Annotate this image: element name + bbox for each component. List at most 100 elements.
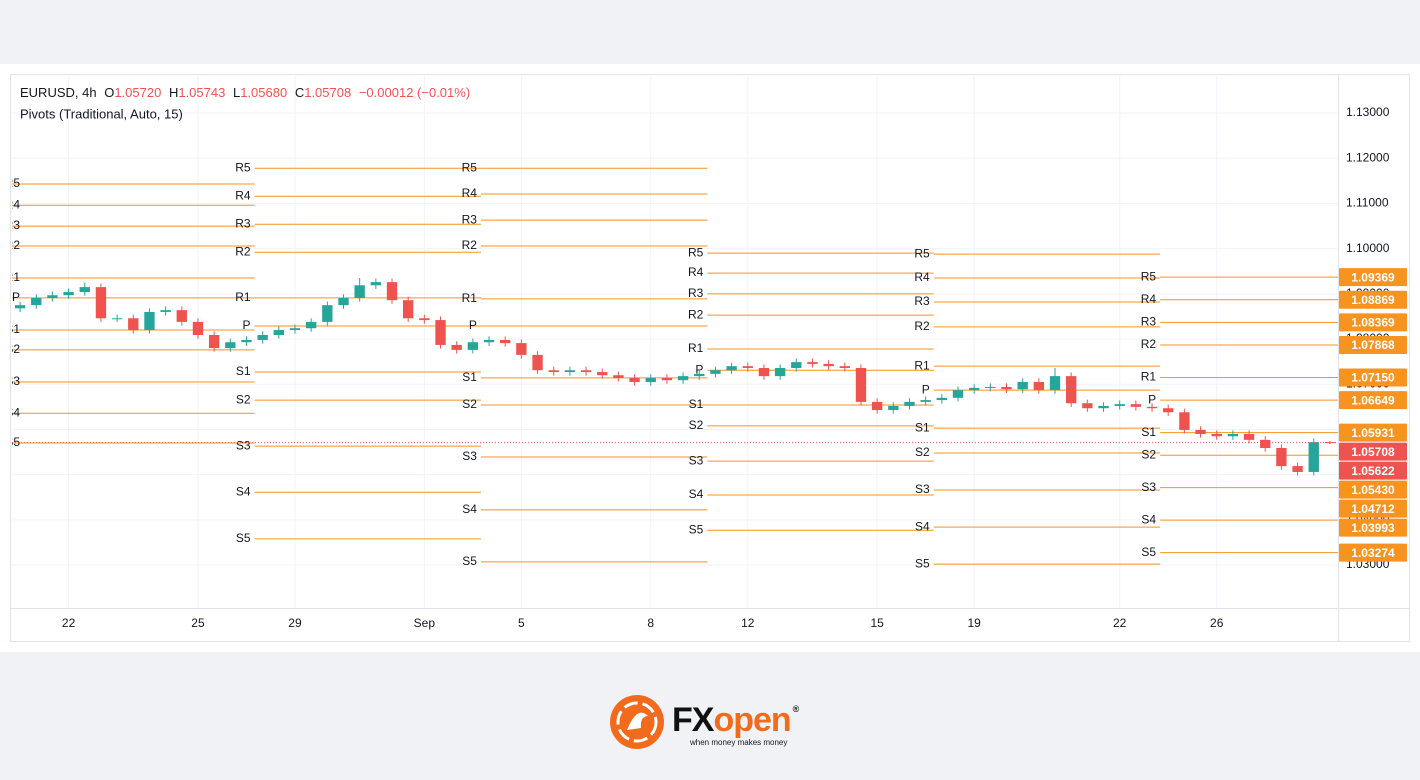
pivot-label: R2 bbox=[235, 244, 251, 258]
candle-body bbox=[661, 377, 673, 381]
price-tag-label: 1.03993 bbox=[1351, 521, 1395, 535]
x-tick-label: 12 bbox=[741, 616, 755, 630]
pivot-label: S2 bbox=[236, 392, 251, 406]
price-tag bbox=[1339, 442, 1407, 461]
candle-body bbox=[694, 373, 705, 377]
x-tick-label: 5 bbox=[518, 616, 525, 630]
candle-body bbox=[645, 377, 656, 383]
pivot-label: S4 bbox=[462, 502, 477, 516]
candle-body bbox=[160, 310, 171, 312]
pivot-label: S5 bbox=[1141, 545, 1156, 559]
symbol: EURUSD, 4h bbox=[20, 85, 97, 100]
ohlc-value: 1.05680 bbox=[240, 85, 287, 100]
candle-body bbox=[500, 339, 511, 344]
tagline: when money makes money bbox=[689, 738, 787, 747]
brand: FXopen ® bbox=[672, 701, 800, 739]
candle-body bbox=[1001, 386, 1012, 390]
pivot-label: S2 bbox=[1141, 447, 1156, 461]
price-tag bbox=[1339, 268, 1407, 287]
candle-body bbox=[419, 318, 430, 321]
candle-body bbox=[47, 295, 58, 298]
candle-body bbox=[322, 305, 333, 322]
candle-body bbox=[532, 354, 543, 371]
pivot-label: P bbox=[243, 318, 251, 332]
candle-body bbox=[1130, 404, 1142, 407]
candle-body bbox=[338, 297, 349, 306]
price-tag-label: 1.08869 bbox=[1351, 293, 1395, 307]
candle-body bbox=[403, 300, 414, 319]
candle-body bbox=[564, 370, 576, 373]
pivot-label: S5 bbox=[689, 522, 704, 536]
price-tag bbox=[1339, 480, 1407, 499]
pivot-label: P bbox=[922, 382, 930, 396]
candle-body bbox=[1146, 406, 1158, 409]
pivot-label: S5 bbox=[5, 435, 20, 449]
legend-row: EURUSD, 4h O1.05720 H1.05743 L1.05680 C1… bbox=[20, 85, 470, 100]
change: −0.00012 (−0.01%) bbox=[359, 85, 470, 100]
brand-open: open bbox=[713, 701, 790, 739]
pivot-label: S2 bbox=[915, 445, 930, 459]
candle-body bbox=[871, 401, 883, 411]
x-tick-label: 25 bbox=[191, 616, 205, 630]
candle-body bbox=[1243, 433, 1255, 440]
price-tag bbox=[1339, 290, 1407, 309]
pivot-label: R5 bbox=[235, 160, 251, 174]
price-tag bbox=[1339, 499, 1407, 518]
x-tick-label: 8 bbox=[647, 616, 654, 630]
candle-body bbox=[370, 282, 382, 286]
candle-body bbox=[289, 328, 301, 331]
pivot-label: R5 bbox=[5, 176, 21, 190]
candle-body bbox=[791, 362, 802, 368]
x-tick-label: 29 bbox=[288, 616, 302, 630]
price-tag-label: 1.07150 bbox=[1351, 371, 1395, 385]
pivot-label: P bbox=[1148, 392, 1156, 406]
x-tick-label: 26 bbox=[1210, 616, 1224, 630]
y-tick-label: 1.13000 bbox=[1346, 105, 1390, 119]
grid bbox=[12, 76, 1338, 608]
pivot-label: R4 bbox=[688, 265, 704, 279]
logo-icon-detail bbox=[616, 701, 658, 743]
candle-body bbox=[1066, 376, 1077, 404]
price-tag bbox=[1339, 336, 1407, 355]
candle-body bbox=[1308, 442, 1319, 472]
candle-body bbox=[273, 330, 284, 335]
candle-body bbox=[1017, 382, 1028, 390]
candle-body bbox=[1033, 382, 1045, 391]
pivot-label: S2 bbox=[689, 418, 704, 432]
pivot-label: R5 bbox=[688, 245, 704, 259]
y-tick-label: 1.12000 bbox=[1346, 150, 1390, 164]
pivot-label: R4 bbox=[235, 188, 251, 202]
ohlc-value: 1.05708 bbox=[304, 85, 351, 100]
pivot-label: S2 bbox=[462, 397, 477, 411]
pivot-label: S4 bbox=[236, 484, 251, 498]
candle-body bbox=[920, 400, 931, 402]
pivot-label: P bbox=[12, 290, 20, 304]
candle-body bbox=[31, 297, 42, 306]
candle-body bbox=[1227, 433, 1239, 437]
ohlc-label: O bbox=[104, 85, 114, 100]
pivot-label: S4 bbox=[689, 487, 704, 501]
candle-body bbox=[710, 370, 721, 374]
candle-body bbox=[1179, 412, 1190, 430]
candle-body bbox=[1195, 429, 1206, 434]
price-tag-label: 1.06649 bbox=[1351, 393, 1395, 407]
price-tag bbox=[1339, 313, 1407, 332]
pivot-label: R3 bbox=[462, 212, 478, 226]
chart-frame bbox=[10, 74, 1410, 642]
y-tick-label: 1.10000 bbox=[1346, 241, 1390, 255]
candle-body bbox=[208, 334, 220, 349]
candle-body bbox=[386, 282, 398, 301]
pivot-label: R2 bbox=[688, 307, 704, 321]
pivot-label: S1 bbox=[5, 322, 20, 336]
pivot-label: S4 bbox=[1141, 512, 1156, 526]
pivot-label: R3 bbox=[914, 294, 930, 308]
price-tag-label: 1.08369 bbox=[1351, 316, 1395, 330]
candle-body bbox=[952, 390, 964, 398]
pivot-label: R1 bbox=[462, 291, 478, 305]
candle-body bbox=[904, 401, 915, 406]
ohlc-label: H bbox=[169, 85, 178, 100]
pivot-label: P bbox=[695, 362, 703, 376]
candle-body bbox=[192, 321, 204, 335]
